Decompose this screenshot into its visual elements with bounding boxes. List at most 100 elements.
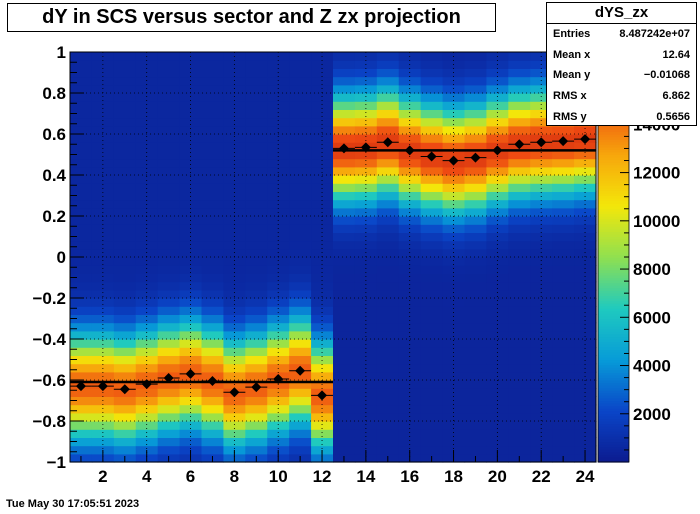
heatmap-cell xyxy=(157,322,181,332)
heatmap-cell xyxy=(354,183,378,192)
heatmap-cell xyxy=(574,330,597,340)
heatmap-cell xyxy=(267,93,290,102)
heatmap-cell xyxy=(70,117,93,127)
heatmap-cell xyxy=(289,429,312,438)
heatmap-cell xyxy=(91,437,115,447)
heatmap-cell xyxy=(201,339,225,348)
heatmap-cell xyxy=(289,117,312,127)
color-bar-segment xyxy=(598,162,629,166)
x-tick-label: 2 xyxy=(98,467,107,486)
color-bar-segment xyxy=(598,251,629,256)
heatmap-cell xyxy=(508,298,531,307)
heatmap-cell xyxy=(113,412,137,422)
color-bar-segment xyxy=(598,454,629,458)
heatmap-cell xyxy=(508,388,531,397)
heatmap-cell xyxy=(376,388,400,397)
heatmap-cell xyxy=(333,289,356,299)
heatmap-cell xyxy=(376,339,400,348)
heatmap-cell xyxy=(267,281,290,291)
color-bar-segment xyxy=(598,359,629,363)
heatmap-cell xyxy=(289,134,312,143)
heatmap-cell xyxy=(70,429,93,438)
color-bar-segment xyxy=(598,456,629,461)
color-bar-segment xyxy=(598,195,629,199)
heatmap-cell xyxy=(113,117,137,127)
heatmap-cell xyxy=(333,445,356,455)
heatmap-cell xyxy=(289,101,312,110)
heatmap-cell xyxy=(464,52,488,61)
color-bar-segment xyxy=(598,446,629,450)
heatmap-cell xyxy=(530,93,553,102)
heatmap-cell xyxy=(135,306,159,315)
heatmap-cell xyxy=(223,150,246,160)
heatmap-cell xyxy=(530,281,553,291)
heatmap-cell xyxy=(135,125,159,135)
heatmap-cell xyxy=(442,412,466,422)
color-bar-segment xyxy=(598,349,629,353)
heatmap-cell xyxy=(552,306,575,315)
color-bar-segment xyxy=(598,380,629,384)
heatmap-cell xyxy=(354,289,378,299)
heatmap-cell xyxy=(420,76,444,86)
color-bar-segment xyxy=(598,328,629,332)
heatmap-cell xyxy=(486,322,509,332)
color-bar-segment xyxy=(598,139,629,143)
heatmap-cell xyxy=(574,347,597,356)
heatmap-cell xyxy=(376,396,400,406)
color-bar-segment xyxy=(598,369,629,373)
heatmap-cell xyxy=(442,150,466,160)
heatmap-cell xyxy=(91,109,115,119)
color-bar-segment xyxy=(598,210,629,215)
color-bar-segment xyxy=(598,392,629,396)
heatmap-cell xyxy=(333,339,356,348)
heatmap-cell xyxy=(201,355,225,365)
heatmap-cell xyxy=(311,314,334,324)
data-point xyxy=(163,372,174,383)
heatmap-cell xyxy=(376,52,400,61)
y-tick-label: −0.2 xyxy=(32,289,66,308)
data-point xyxy=(295,365,306,376)
heatmap-cell xyxy=(420,339,444,348)
heatmap-cell xyxy=(157,166,181,176)
heatmap-cell xyxy=(464,142,488,151)
color-bar-segment xyxy=(598,216,629,220)
heatmap-cell xyxy=(91,421,115,430)
heatmap-cell xyxy=(574,150,597,160)
heatmap-cell xyxy=(267,117,290,127)
heatmap-cell xyxy=(70,306,93,315)
heatmap-cell xyxy=(311,125,334,135)
heatmap-cell xyxy=(91,339,115,348)
heatmap-cell xyxy=(552,404,575,414)
heatmap-cell xyxy=(376,421,400,430)
heatmap-cell xyxy=(157,183,181,192)
heatmap-cell xyxy=(201,412,225,422)
heatmap-cell xyxy=(464,445,488,455)
heatmap-cell xyxy=(486,289,509,299)
heatmap-cell xyxy=(333,109,356,119)
heatmap-cell xyxy=(113,150,137,160)
heatmap-cell xyxy=(376,380,400,389)
color-bar-segment xyxy=(598,372,629,376)
heatmap-cell xyxy=(289,52,312,61)
heatmap-cell xyxy=(267,306,290,315)
color-bar-segment xyxy=(598,249,629,253)
heatmap-cell xyxy=(574,273,597,283)
heatmap-cell xyxy=(420,363,444,373)
heatmap-cell xyxy=(135,101,159,110)
heatmap-cell xyxy=(267,347,290,356)
color-bar-segment xyxy=(598,351,629,355)
heatmap-cell xyxy=(245,117,268,127)
y-tick-label: 0.6 xyxy=(42,125,66,144)
heatmap-cell xyxy=(289,437,312,447)
heatmap-cell xyxy=(508,355,531,365)
heatmap-cell xyxy=(486,281,509,291)
heatmap-cell xyxy=(289,257,312,266)
heatmap-cell xyxy=(486,339,509,348)
heatmap-cell xyxy=(530,175,553,184)
heatmap-cell xyxy=(135,273,159,283)
heatmap-cell xyxy=(420,298,444,307)
heatmap-cell xyxy=(289,60,312,69)
heatmap-cell xyxy=(442,289,466,299)
stats-value: 0.5656 xyxy=(656,110,690,123)
heatmap-cell xyxy=(91,134,115,143)
